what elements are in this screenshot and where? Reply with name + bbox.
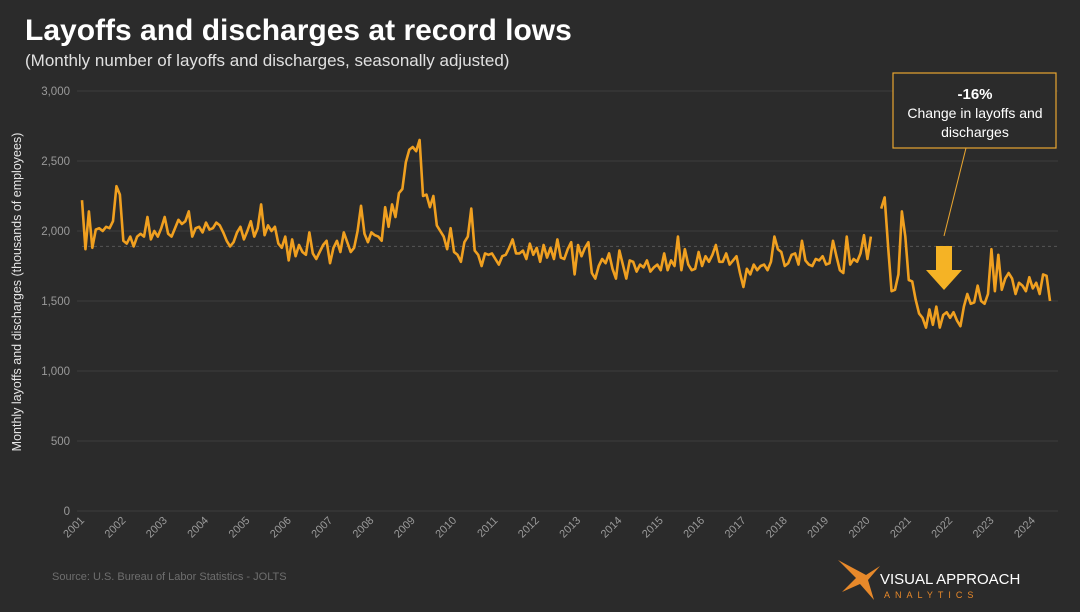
logo-name: VISUAL APPROACH xyxy=(880,571,1020,588)
y-tick-label: 2,500 xyxy=(41,156,70,168)
annotation-headline: -16% xyxy=(957,86,992,103)
data-line xyxy=(80,138,1052,329)
y-tick-label: 0 xyxy=(64,506,70,518)
y-tick-label: 1,500 xyxy=(41,296,70,308)
annotation: -16% Change in layoffs and discharges xyxy=(892,72,1057,290)
y-tick-label: 500 xyxy=(51,436,70,448)
annotation-text: discharges xyxy=(941,124,1009,140)
logo-tagline: ANALYTICS xyxy=(884,590,978,600)
annotation-box xyxy=(892,72,1057,149)
annotation-text: Change in layoffs and xyxy=(907,105,1042,121)
leader-line xyxy=(943,147,967,237)
down-arrow xyxy=(926,246,962,290)
chart-subtitle: (Monthly number of layoffs and discharge… xyxy=(25,51,509,70)
logo-mark xyxy=(838,560,880,600)
y-tick-label: 2,000 xyxy=(41,226,70,238)
y-tick-label: 1,000 xyxy=(41,366,70,378)
source: Source: U.S. Bureau of Labor Statistics … xyxy=(52,571,287,583)
logo: VISUAL APPROACH ANALYTICS xyxy=(838,560,1020,600)
chart-title: Layoffs and discharges at record lows xyxy=(25,14,572,47)
y-tick-label: 3,000 xyxy=(41,86,70,98)
y-axis-label: Monthly layoffs and discharges (thousand… xyxy=(10,133,24,452)
